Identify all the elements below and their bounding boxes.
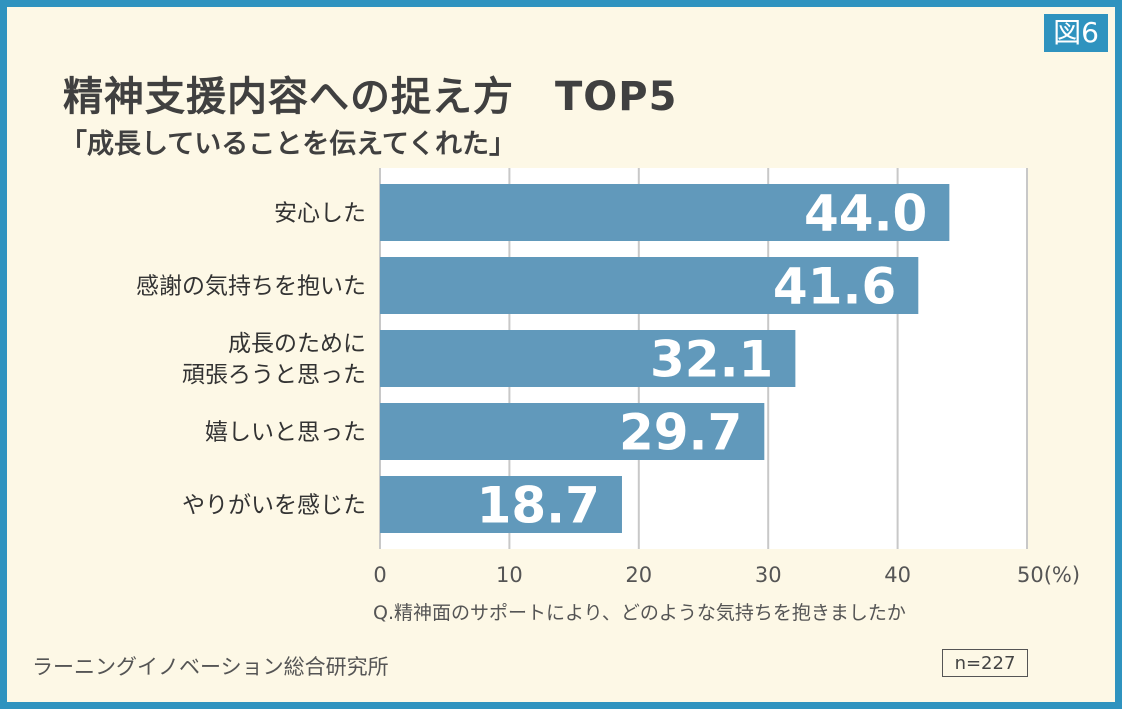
x-tick-label: 30 <box>755 563 782 587</box>
bar <box>380 403 765 460</box>
bar <box>380 257 919 314</box>
bar <box>380 184 950 241</box>
category-label: やりがいを感じた <box>182 493 366 519</box>
data-label: 32.1 <box>650 331 773 389</box>
category-label: 感謝の気持ちを抱いた <box>136 274 366 300</box>
x-tick-label: 20 <box>625 563 652 587</box>
figure-number-badge: 図6 <box>1044 14 1108 52</box>
data-label: 41.6 <box>773 258 896 316</box>
chart-subtitle: 「成長していることを伝えてくれた」 <box>60 129 517 160</box>
data-label: 44.0 <box>804 185 927 243</box>
x-tick-label: 0 <box>373 563 386 587</box>
sample-size-box: n=227 <box>942 649 1028 677</box>
category-label: 成長のために頑張ろうと思った <box>182 331 366 388</box>
x-tick-label: 50(%) <box>1017 563 1080 587</box>
category-label: 安心した <box>274 201 366 227</box>
category-label: 嬉しいと思った <box>205 420 366 446</box>
x-tick-label: 40 <box>884 563 911 587</box>
data-label: 29.7 <box>619 404 742 462</box>
chart-title: 精神支援内容への捉え方 TOP5 <box>63 74 678 120</box>
bar <box>380 330 796 387</box>
survey-question: Q.精神面のサポートにより、どのような気持ちを抱きましたか <box>373 602 906 624</box>
source-credit: ラーニングイノベーション総合研究所 <box>32 655 389 679</box>
x-tick-label: 10 <box>496 563 523 587</box>
data-label: 18.7 <box>477 477 600 535</box>
bar <box>380 476 622 533</box>
